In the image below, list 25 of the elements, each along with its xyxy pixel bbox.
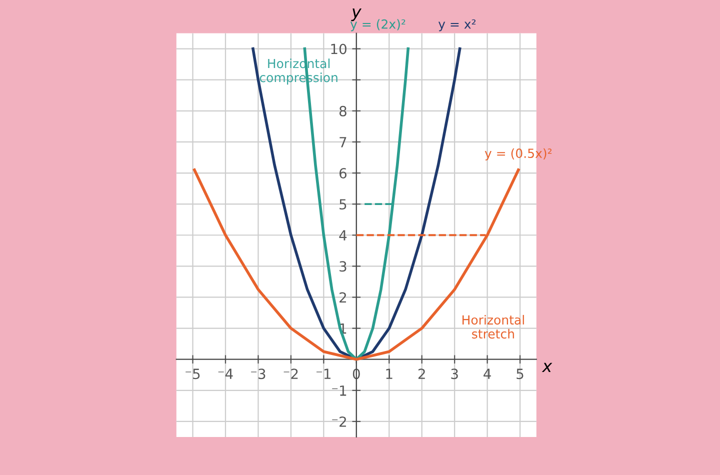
x-tick-label: 1 bbox=[386, 368, 392, 379]
x-tick-label: ⁻3 bbox=[251, 368, 266, 380]
text: y = x² bbox=[438, 19, 476, 32]
x-axis-title: x bbox=[542, 362, 552, 372]
x-tick-label: 4 bbox=[484, 368, 491, 379]
x-tick-label: ⁻5 bbox=[186, 368, 200, 380]
y-tick-label: 6 bbox=[340, 168, 346, 178]
x-tick-label: 5 bbox=[516, 368, 524, 380]
y-tick-label: 3 bbox=[340, 261, 346, 272]
y-tick-label: 2 bbox=[340, 292, 346, 303]
y-tick-label: 8 bbox=[339, 106, 346, 116]
x-tick-label: 2 bbox=[418, 368, 425, 379]
y-tick-label: ⁻1 bbox=[332, 386, 346, 396]
y-tick-label: ⁻2 bbox=[332, 416, 346, 427]
x-tick-label: 3 bbox=[451, 368, 458, 380]
x-tick-label: ⁻2 bbox=[284, 368, 298, 379]
annotation: y = (0.5x)² bbox=[484, 148, 552, 160]
y-tick-label: 4 bbox=[339, 230, 347, 240]
annotation: Horizontal stretch bbox=[462, 314, 524, 339]
y-tick-label: 10 bbox=[331, 44, 346, 54]
x-tick-label: ⁻1 bbox=[316, 368, 330, 379]
y-tick-label: 7 bbox=[340, 137, 346, 148]
x-tick-label: ⁻4 bbox=[218, 368, 233, 379]
y-axis-title: y bbox=[351, 8, 362, 22]
y-tick-label: 5 bbox=[340, 199, 346, 210]
